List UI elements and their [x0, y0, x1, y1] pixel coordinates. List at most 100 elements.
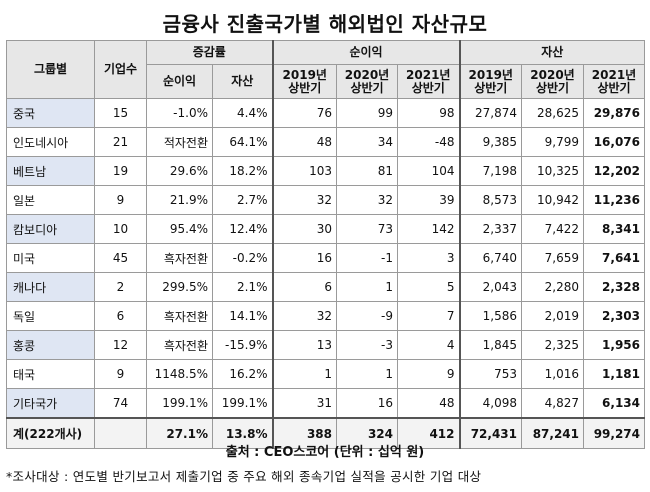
row-ni-2020: 1 [336, 272, 398, 302]
row-as-2021: 11,236 [583, 185, 645, 215]
row-asset-rate: 2.1% [212, 272, 274, 302]
row-ni-2021: -48 [397, 127, 461, 157]
row-net-rate: 적자전환 [146, 127, 213, 157]
row-count: 9 [94, 185, 147, 215]
row-ni-2021: 4 [397, 330, 461, 360]
row-group: 중국 [6, 98, 95, 128]
row-group: 독일 [6, 301, 95, 331]
row-as-2021: 8,341 [583, 214, 645, 244]
row-as-2021: 1,956 [583, 330, 645, 360]
row-as-2020: 2,019 [521, 301, 584, 331]
row-asset-rate: 64.1% [212, 127, 274, 157]
row-count: 9 [94, 359, 147, 389]
row-as-2020: 4,827 [521, 388, 584, 419]
row-group: 홍콩 [6, 330, 95, 360]
row-as-2020: 10,942 [521, 185, 584, 215]
row-ni-2019: 1 [272, 359, 337, 389]
row-as-2021: 6,134 [583, 388, 645, 419]
row-asset-rate: 14.1% [212, 301, 274, 331]
header-companies: 기업수 [94, 40, 147, 99]
header-ni-2021: 2021년 상반기 [397, 64, 461, 99]
row-count: 74 [94, 388, 147, 419]
row-ni-2019: 31 [272, 388, 337, 419]
row-group: 캐나다 [6, 272, 95, 302]
total-label: 계(222개사) [6, 417, 95, 449]
row-ni-2021: 48 [397, 388, 461, 419]
total-asset-rate: 13.8% [212, 417, 274, 449]
row-as-2021: 16,076 [583, 127, 645, 157]
table-row: 베트남 19 29.6% 18.2% 103 81 104 7,198 10,325 12,202 [6, 156, 645, 186]
row-as-2019: 8,573 [459, 185, 522, 215]
row-net-rate: 1148.5% [146, 359, 213, 389]
row-ni-2020: 16 [336, 388, 398, 419]
asset-table: 그룹별 기업수 증감률 순이익 자산 순이익 자산 2019년 상반기 2020년… [6, 40, 645, 449]
header-ni-2020: 2020년 상반기 [336, 64, 398, 99]
row-group: 미국 [6, 243, 95, 273]
row-group: 기타국가 [6, 388, 95, 419]
row-net-rate: 95.4% [146, 214, 213, 244]
table-row: 독일 6 흑자전환 14.1% 32 -9 7 1,586 2,019 2,303 [6, 301, 645, 331]
row-as-2019: 6,740 [459, 243, 522, 273]
total-as-2020: 87,241 [521, 417, 584, 449]
total-row: 계(222개사) 27.1% 13.8% 388 324 412 72,431 … [6, 417, 645, 449]
row-ni-2019: 32 [272, 185, 337, 215]
header-as-2019: 2019년 상반기 [459, 64, 522, 99]
row-asset-rate: 16.2% [212, 359, 274, 389]
row-as-2020: 2,280 [521, 272, 584, 302]
row-asset-rate: 2.7% [212, 185, 274, 215]
row-count: 21 [94, 127, 147, 157]
total-as-2021: 99,274 [583, 417, 645, 449]
row-as-2019: 753 [459, 359, 522, 389]
row-net-rate: 29.6% [146, 156, 213, 186]
row-as-2020: 2,325 [521, 330, 584, 360]
row-count: 2 [94, 272, 147, 302]
row-net-rate: 흑자전환 [146, 330, 213, 360]
row-count: 12 [94, 330, 147, 360]
row-as-2020: 28,625 [521, 98, 584, 128]
row-count: 6 [94, 301, 147, 331]
row-as-2019: 7,198 [459, 156, 522, 186]
total-net-rate: 27.1% [146, 417, 213, 449]
table-body: 중국 15 -1.0% 4.4% 76 99 98 27,874 28,625 29,876 인도네… [6, 98, 645, 449]
header-ni-2019: 2019년 상반기 [272, 64, 337, 99]
row-as-2019: 27,874 [459, 98, 522, 128]
row-as-2019: 9,385 [459, 127, 522, 157]
row-net-rate: 199.1% [146, 388, 213, 419]
row-ni-2019: 13 [272, 330, 337, 360]
total-as-2019: 72,431 [459, 417, 522, 449]
table-row: 태국 9 1148.5% 16.2% 1 1 9 753 1,016 1,181 [6, 359, 645, 389]
row-count: 15 [94, 98, 147, 128]
row-ni-2021: 98 [397, 98, 461, 128]
row-ni-2021: 5 [397, 272, 461, 302]
row-asset-rate: -15.9% [212, 330, 274, 360]
source-text: 출처 : CEO스코어 (단위 : 십억 원) [225, 445, 425, 460]
row-ni-2020: -9 [336, 301, 398, 331]
row-as-2021: 1,181 [583, 359, 645, 389]
row-ni-2020: -1 [336, 243, 398, 273]
table-row: 캄보디아 10 95.4% 12.4% 30 73 142 2,337 7,422 8,341 [6, 214, 645, 244]
row-group: 캄보디아 [6, 214, 95, 244]
row-as-2019: 1,586 [459, 301, 522, 331]
row-group: 베트남 [6, 156, 95, 186]
row-as-2019: 4,098 [459, 388, 522, 419]
row-ni-2021: 3 [397, 243, 461, 273]
row-as-2020: 9,799 [521, 127, 584, 157]
header-as-2021: 2021년 상반기 [583, 64, 645, 99]
row-ni-2019: 6 [272, 272, 337, 302]
row-ni-2020: 73 [336, 214, 398, 244]
row-as-2021: 7,641 [583, 243, 645, 273]
row-count: 45 [94, 243, 147, 273]
table-row: 중국 15 -1.0% 4.4% 76 99 98 27,874 28,625 29,876 [6, 98, 645, 128]
row-as-2020: 7,422 [521, 214, 584, 244]
row-as-2021: 2,303 [583, 301, 645, 331]
row-as-2020: 10,325 [521, 156, 584, 186]
row-ni-2021: 7 [397, 301, 461, 331]
row-as-2020: 7,659 [521, 243, 584, 273]
total-ni-2021: 412 [397, 417, 461, 449]
row-as-2020: 1,016 [521, 359, 584, 389]
row-group: 인도네시아 [6, 127, 95, 157]
row-ni-2020: 34 [336, 127, 398, 157]
row-as-2019: 2,043 [459, 272, 522, 302]
table-row: 홍콩 12 흑자전환 -15.9% 13 -3 4 1,845 2,325 1,956 [6, 330, 645, 360]
